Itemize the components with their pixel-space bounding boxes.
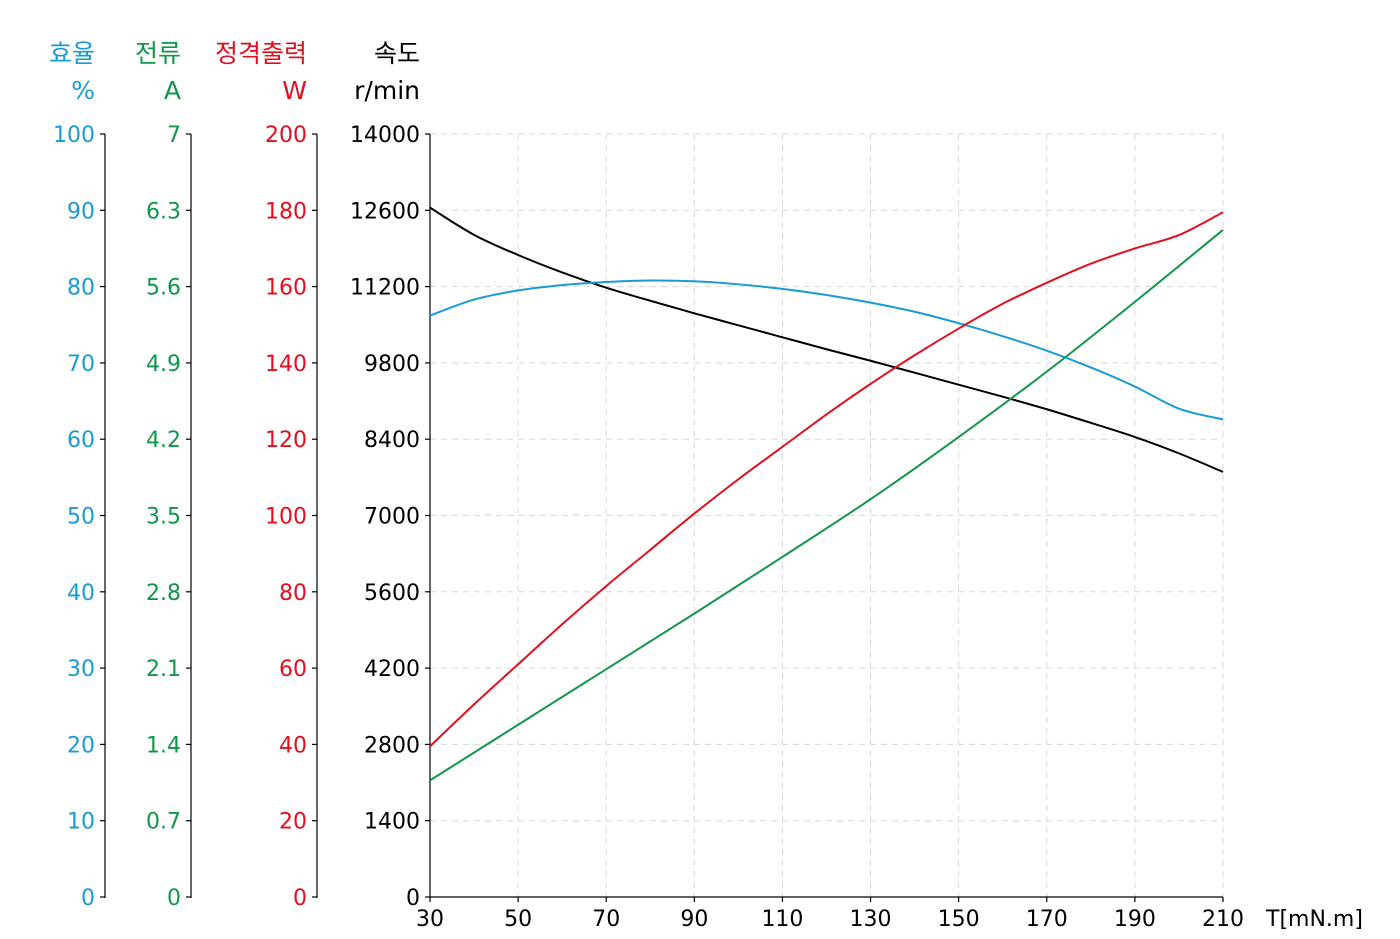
y-tick-label-efficiency: 10 [67,810,95,835]
y-tick-label-power: 180 [265,199,307,224]
y-axis-speed: 0 1400 2800 4200 5600 7000 8400 9800 11200 12600 1… [350,39,431,911]
y-tick-label-power: 120 [265,428,307,453]
axis-title-current: 전류 [135,39,181,68]
y-tick-label-current: 3.5 [146,505,181,530]
y-tick-label-power: 40 [279,733,307,758]
y-tick-label-power: 60 [279,657,307,682]
y-tick-label-efficiency: 80 [67,276,95,301]
y-tick-label-efficiency: 0 [81,886,95,911]
x-axis-title: T[mN.m] [1265,907,1363,932]
y-axis-current: 0 0.7 1.4 2.1 2.8 3.5 4.2 4.9 5.6 6.3 7 전류 A [135,39,192,911]
axis-title-speed: 속도 [374,39,420,68]
y-tick-label-current: 1.4 [146,733,181,758]
x-tick-label: 30 [416,907,444,932]
axis-unit-speed: r/min [354,76,420,105]
y-tick-label-power: 20 [279,810,307,835]
series-line-efficiency [429,279,1224,421]
y-tick-label-current: 7 [167,123,181,148]
y-tick-label-power: 140 [265,352,307,377]
x-tick-label: 50 [504,907,532,932]
axis-unit-power: W [282,76,307,105]
x-tick-label: 190 [1114,907,1156,932]
y-tick-label-power: 100 [265,505,307,530]
axes-layer: 0102030405060708090100효율%00.71.42.12.83.… [49,39,431,911]
y-tick-label-speed: 11200 [350,276,420,301]
y-tick-label-speed: 12600 [350,199,420,224]
y-tick-label-efficiency: 20 [67,733,95,758]
y-tick-label-efficiency: 30 [67,657,95,682]
y-tick-label-speed: 8400 [364,428,420,453]
y-tick-label-speed: 4200 [364,657,420,682]
y-axis-power: 0 20 40 60 80 100 120 140 160 180 200 정격출력 W [215,39,318,911]
y-tick-label-speed: 14000 [350,123,420,148]
axis-title-power: 정격출력 [215,39,307,68]
x-tick-label: 170 [1026,907,1068,932]
x-axis-layer: 30 50 70 90 110 130 150 170 190 210 T[mN.m] [416,896,1363,932]
y-tick-label-efficiency: 100 [53,123,95,148]
y-tick-label-power: 160 [265,276,307,301]
axis-unit-efficiency: % [71,76,95,105]
y-tick-label-current: 0.7 [146,810,181,835]
y-tick-label-efficiency: 50 [67,505,95,530]
y-tick-label-efficiency: 70 [67,352,95,377]
series-line-speed [429,206,1224,473]
series-line-current [429,229,1224,782]
grid-layer [430,133,1224,897]
y-tick-label-power: 80 [279,581,307,606]
y-axis-efficiency: 0 10 20 30 40 50 60 70 80 90 100 효율% [49,39,106,911]
series-layer [429,206,1224,782]
y-tick-label-current: 2.8 [146,581,181,606]
y-tick-label-speed: 2800 [364,733,420,758]
x-tick-label: 210 [1202,907,1244,932]
x-tick-label: 70 [592,907,620,932]
y-tick-label-speed: 1400 [364,810,420,835]
x-tick-label: 130 [850,907,892,932]
y-tick-label-power: 200 [265,123,307,148]
y-tick-label-current: 5.6 [146,276,181,301]
y-tick-label-current: 4.2 [146,428,181,453]
y-tick-label-speed: 9800 [364,352,420,377]
y-tick-label-efficiency: 90 [67,199,95,224]
x-tick-label: 90 [680,907,708,932]
y-tick-label-current: 0 [167,886,181,911]
series-line-power [429,211,1224,748]
y-tick-label-current: 2.1 [146,657,181,682]
y-tick-label-power: 0 [293,886,307,911]
y-tick-label-speed: 7000 [364,505,420,530]
y-tick-label-current: 4.9 [146,352,181,377]
y-tick-label-speed: 0 [406,886,420,911]
y-tick-label-efficiency: 60 [67,428,95,453]
x-tick-label: 150 [938,907,980,932]
axis-title-efficiency: 효율 [49,39,95,68]
x-tick-label: 110 [761,907,803,932]
y-tick-label-speed: 5600 [364,581,420,606]
y-tick-label-current: 6.3 [146,199,181,224]
y-tick-label-efficiency: 40 [67,581,95,606]
axis-unit-current: A [164,76,181,105]
